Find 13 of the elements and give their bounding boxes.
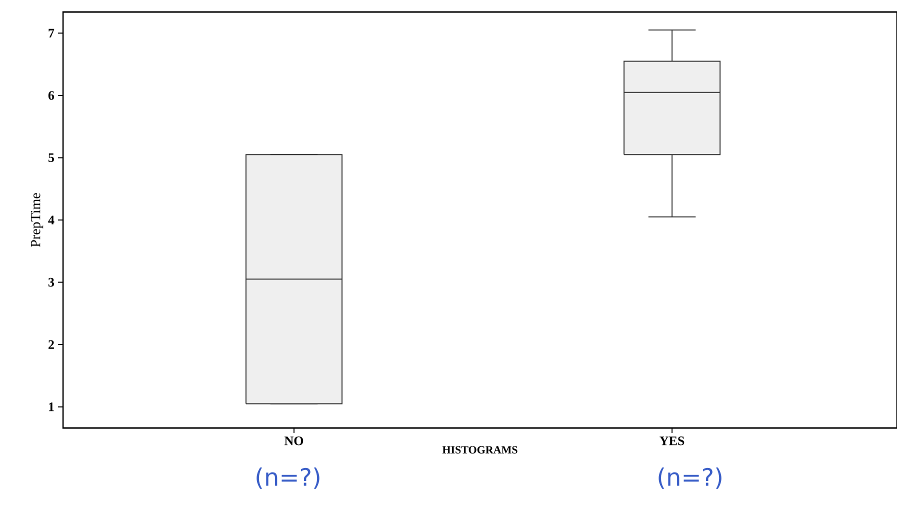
y-tick-label: 5 (48, 153, 54, 162)
x-tick-label: NO (284, 436, 304, 446)
x-axis-title: HISTOGRAMS (442, 446, 518, 454)
y-tick-label: 6 (48, 91, 54, 100)
y-tick-label: 3 (48, 278, 54, 287)
y-tick-label: 1 (49, 402, 54, 412)
y-tick-label: 2 (48, 340, 54, 349)
x-tick-label: YES (660, 436, 684, 446)
y-tick-label: 7 (48, 28, 54, 38)
text: (n=?) (658, 468, 722, 489)
text: (n=?) (256, 468, 320, 489)
y-axis-title: PrepTime (30, 193, 44, 247)
y-tick-label: 4 (48, 216, 54, 224)
